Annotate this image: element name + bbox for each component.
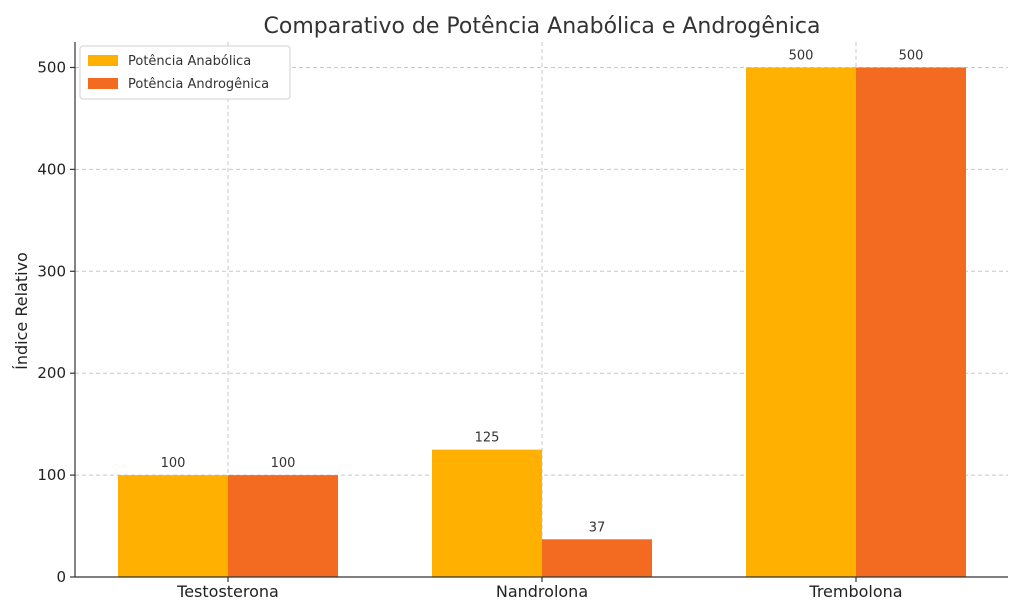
data-label-testosterona-anabolica: 100 [161, 456, 186, 471]
bars [118, 67, 966, 577]
data-label-nandrolona-anabolica: 125 [475, 431, 500, 446]
bar-trembolona-androgenica [856, 67, 966, 577]
y-tick-label-500: 500 [37, 58, 66, 76]
y-tick-label-100: 100 [37, 466, 66, 484]
bar-nandrolona-androgenica [542, 539, 652, 577]
bar-trembolona-anabolica [746, 67, 856, 577]
bar-nandrolona-anabolica [432, 449, 542, 577]
y-axis-label: Índice Relativo [12, 252, 31, 370]
bar-testosterona-androgenica [228, 475, 338, 577]
axes: 0 100 200 300 400 500 Testosterona Nandrolona Tr… [37, 42, 1008, 601]
y-tick-label-200: 200 [37, 364, 66, 382]
data-label-trembolona-anabolica: 500 [789, 48, 814, 63]
y-tick-label-300: 300 [37, 262, 66, 280]
legend-label-androgenica: Potência Androgênica [128, 77, 269, 92]
legend-box [79, 45, 291, 100]
x-tick-label-trembolona: Trembolona [808, 582, 902, 601]
chart-title: Comparativo de Potência Anabólica e Andr… [264, 14, 821, 39]
x-tick-label-nandrolona: Nandrolona [496, 582, 588, 601]
data-label-nandrolona-androgenica: 37 [589, 520, 606, 535]
data-label-trembolona-androgenica: 500 [899, 48, 924, 63]
y-tick-label-0: 0 [56, 568, 66, 586]
data-labels: 100 125 500 100 37 500 [161, 48, 924, 535]
legend: Potência Anabólica Potência Androgênica [79, 45, 291, 100]
x-tick-label-testosterona: Testosterona [176, 582, 279, 601]
y-tick-label-400: 400 [37, 160, 66, 178]
data-label-testosterona-androgenica: 100 [271, 456, 296, 471]
legend-swatch-anabolica [88, 55, 118, 66]
legend-swatch-androgenica [88, 78, 118, 89]
legend-label-anabolica: Potência Anabólica [128, 54, 251, 69]
bar-testosterona-anabolica [118, 475, 228, 577]
